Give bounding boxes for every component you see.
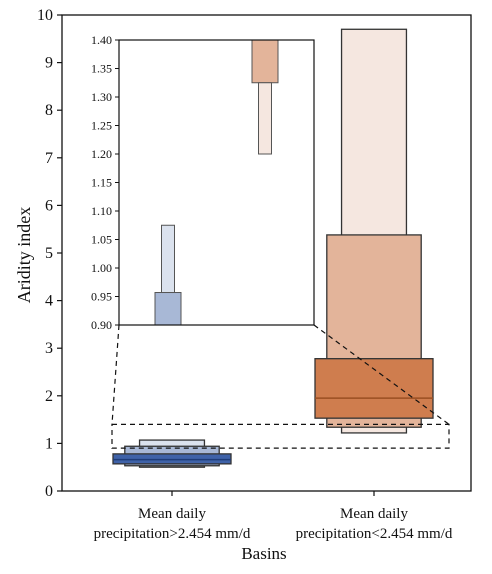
inset-y-tick-label: 1.40 [91,33,112,47]
inset-box-1 [161,224,175,294]
x-tick-label-1-line1: Mean daily [340,506,408,522]
inset-y-tick-label: 1.20 [91,147,112,161]
y-tick-label: 7 [45,150,53,167]
y-tick-label: 2 [45,388,53,405]
inset-y-tick-label: 1.00 [91,261,112,275]
inset-y-tick-label: 1.25 [91,119,112,133]
inset-y-tick-label: 1.15 [91,176,112,190]
x-tick-label-0-line1: Mean daily [138,506,206,522]
y-tick-label: 4 [45,293,53,310]
y-tick-label: 3 [45,340,53,357]
zoom-connector-left [111,324,120,425]
x-axis-label: Basins [241,544,286,563]
inset-plot: 0.90 0.95 1.00 1.05 1.10 1.15 1.20 1.25 1.30 1.35… [91,33,315,332]
inset-y-tick-label: 1.05 [91,233,112,247]
y-tick-label: 0 [45,483,53,500]
main-boxes [112,28,434,468]
inset-background [119,40,314,325]
y-tick-label: 5 [45,245,53,262]
inset-box-2 [251,39,279,84]
inset-y-tick-label: 1.35 [91,62,112,76]
inset-y-tick-label: 1.30 [91,90,112,104]
y-tick-label: 9 [45,55,53,72]
y-tick-label: 1 [45,435,53,452]
inset-y-tick-label: 0.95 [91,290,112,304]
inset-y-tick-label: 0.90 [91,318,112,332]
main-axes: 0 1 2 3 4 5 6 7 8 9 10 [37,7,472,500]
y-tick-label: 10 [37,7,53,24]
zoom-connector-lines [111,324,450,449]
inset-box-3 [258,82,272,155]
y-axis-label: Aridity index [14,207,34,304]
inset-box-0 [154,292,182,326]
inset-y-tick-label: 1.10 [91,204,112,218]
y-tick-label: 6 [45,197,53,214]
zoom-connector-right [313,324,450,425]
box-group1-level0 [314,358,434,419]
y-tick-label: 8 [45,102,53,119]
x-tick-label-1-line2: precipitation<2.454 mm/d [296,526,453,542]
x-tick-label-0-line2: precipitation>2.454 mm/d [94,526,251,542]
